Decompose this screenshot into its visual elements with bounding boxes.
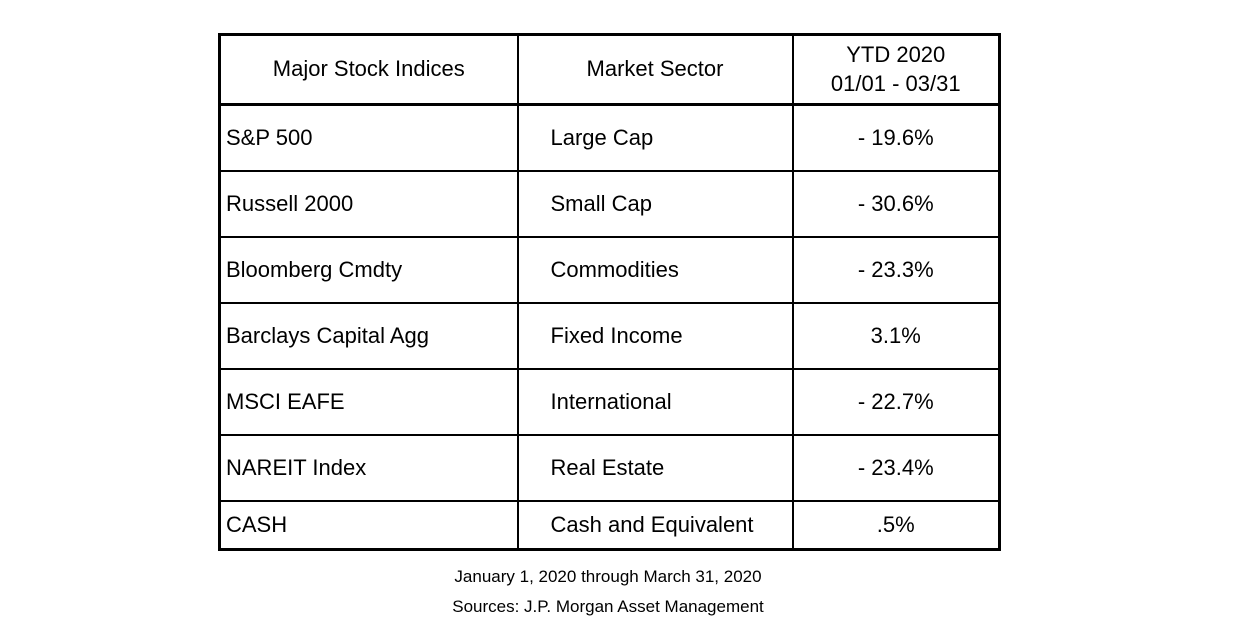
table-row: CASH Cash and Equivalent .5% bbox=[218, 499, 1001, 551]
indices-table: Major Stock Indices Market Sector YTD 20… bbox=[218, 33, 1001, 551]
ytd-value-cell: - 30.6% bbox=[791, 169, 1001, 238]
table-row: Barclays Capital Agg Fixed Income 3.1% bbox=[218, 301, 1001, 370]
index-name-cell: CASH bbox=[218, 499, 519, 551]
market-sector-cell: Cash and Equivalent bbox=[516, 499, 794, 551]
index-name-cell: Bloomberg Cmdty bbox=[218, 235, 519, 304]
ytd-value-cell: 3.1% bbox=[791, 301, 1001, 370]
market-sector-cell: International bbox=[516, 367, 794, 436]
table-row: Russell 2000 Small Cap - 30.6% bbox=[218, 169, 1001, 238]
table-caption: January 1, 2020 through March 31, 2020 S… bbox=[218, 562, 998, 622]
index-name-cell: MSCI EAFE bbox=[218, 367, 519, 436]
ytd-value-cell: .5% bbox=[791, 499, 1001, 551]
col-header-major-stock-indices: Major Stock Indices bbox=[218, 33, 519, 106]
ytd-header-line2: 01/01 - 03/31 bbox=[830, 70, 961, 96]
market-sector-cell: Small Cap bbox=[516, 169, 794, 238]
index-name-cell: NAREIT Index bbox=[218, 433, 519, 502]
ytd-header-line1: YTD 2020 bbox=[846, 41, 946, 67]
index-name-cell: Barclays Capital Agg bbox=[218, 301, 519, 370]
market-sector-cell: Commodities bbox=[516, 235, 794, 304]
indices-table-container: Major Stock Indices Market Sector YTD 20… bbox=[218, 33, 1001, 551]
table-row: NAREIT Index Real Estate - 23.4% bbox=[218, 433, 1001, 502]
index-name-cell: Russell 2000 bbox=[218, 169, 519, 238]
ytd-value-cell: - 19.6% bbox=[791, 103, 1001, 172]
ytd-value-cell: - 23.4% bbox=[791, 433, 1001, 502]
market-sector-cell: Real Estate bbox=[516, 433, 794, 502]
market-sector-cell: Fixed Income bbox=[516, 301, 794, 370]
ytd-value-cell: - 22.7% bbox=[791, 367, 1001, 436]
table-row: S&P 500 Large Cap - 19.6% bbox=[218, 103, 1001, 172]
table-row: MSCI EAFE International - 22.7% bbox=[218, 367, 1001, 436]
col-header-ytd: YTD 2020 01/01 - 03/31 bbox=[791, 33, 1001, 106]
caption-source-line: Sources: J.P. Morgan Asset Management bbox=[452, 596, 764, 616]
index-name-cell: S&P 500 bbox=[218, 103, 519, 172]
header-row: Major Stock Indices Market Sector YTD 20… bbox=[218, 33, 1001, 106]
market-sector-cell: Large Cap bbox=[516, 103, 794, 172]
table-row: Bloomberg Cmdty Commodities - 23.3% bbox=[218, 235, 1001, 304]
ytd-value-cell: - 23.3% bbox=[791, 235, 1001, 304]
col-header-market-sector: Market Sector bbox=[516, 33, 794, 106]
caption-period-line: January 1, 2020 through March 31, 2020 bbox=[454, 567, 762, 586]
